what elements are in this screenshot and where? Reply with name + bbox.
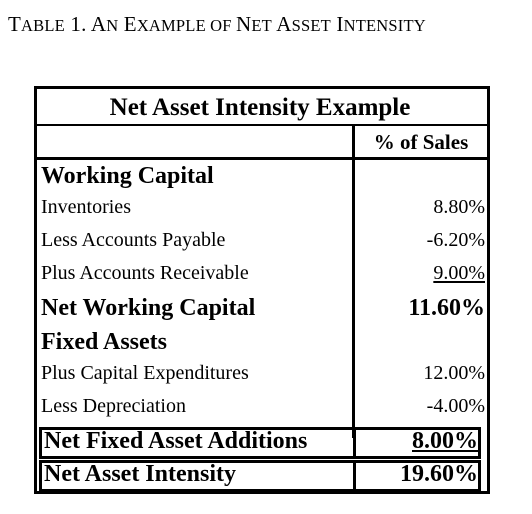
cell-divider (353, 463, 356, 489)
row-value: 8.00% (412, 428, 478, 454)
column-header-percent-of-sales: % of Sales (373, 130, 469, 154)
row-value: 9.00% (433, 262, 485, 284)
row-label: Working Capital (41, 163, 214, 189)
row-value: 19.60% (400, 461, 478, 487)
table-row-net-asset-intensity: Net Asset Intensity 19.60% (39, 460, 481, 492)
cell-divider (353, 430, 356, 456)
table-row-inventories: Inventories 8.80% (37, 196, 487, 226)
net-asset-intensity-table: Net Asset Intensity Example % of Sales W… (34, 86, 490, 494)
row-label: Plus Accounts Receivable (41, 262, 249, 284)
row-value: 8.80% (433, 196, 485, 218)
table-row-capital-expenditures: Plus Capital Expenditures 12.00% (37, 362, 487, 392)
row-label: Net Asset Intensity (44, 461, 236, 487)
row-label: Net Fixed Asset Additions (44, 428, 308, 454)
row-value: -4.00% (426, 395, 485, 417)
row-label: Less Depreciation (41, 395, 186, 417)
row-label: Plus Capital Expenditures (41, 362, 249, 384)
table-row-accounts-payable: Less Accounts Payable -6.20% (37, 229, 487, 259)
table-row-accounts-receivable: Plus Accounts Receivable 9.00% (37, 262, 487, 292)
row-value: 12.00% (423, 362, 485, 384)
table-row-net-fixed-asset-additions: Net Fixed Asset Additions 8.00% (39, 427, 481, 459)
row-label: Net Working Capital (41, 295, 256, 321)
row-label: Inventories (41, 196, 131, 218)
row-value: 11.60% (408, 295, 485, 321)
table-row-fixed-assets: Fixed Assets (37, 329, 487, 359)
row-label: Less Accounts Payable (41, 229, 226, 251)
header-divider (37, 157, 487, 160)
column-divider (352, 126, 355, 438)
table-row-working-capital: Working Capital (37, 163, 487, 193)
table-row-net-working-capital: Net Working Capital 11.60% (37, 295, 487, 327)
table-caption: TABLE 1. AN EXAMPLE OF NET ASSET INTENSI… (8, 12, 426, 36)
table-title: Net Asset Intensity Example (37, 89, 487, 126)
table-row-depreciation: Less Depreciation -4.00% (37, 395, 487, 425)
row-value: -6.20% (426, 229, 485, 251)
row-label: Fixed Assets (41, 329, 167, 355)
